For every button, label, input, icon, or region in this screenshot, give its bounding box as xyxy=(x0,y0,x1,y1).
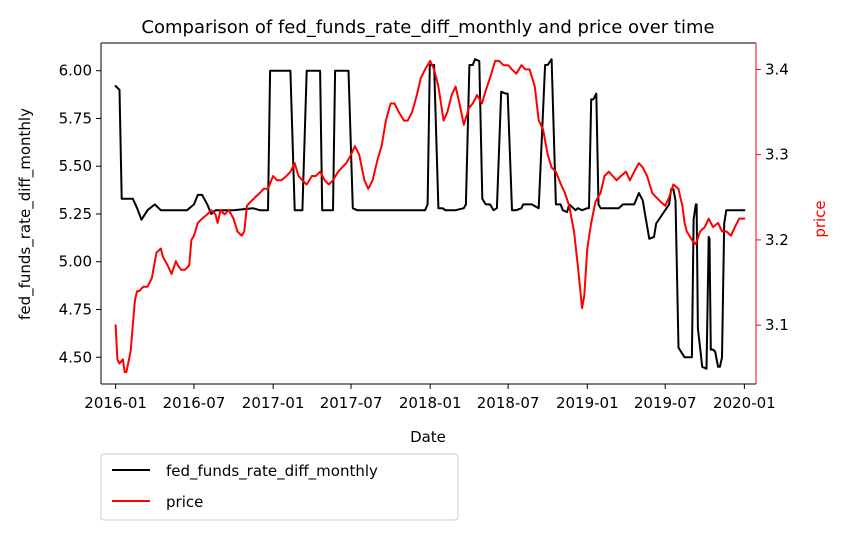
x-tick-label: 2016-07 xyxy=(163,394,226,412)
x-tick-label: 2020-01 xyxy=(713,394,776,412)
legend: fed_funds_rate_diff_monthly price xyxy=(100,453,459,521)
right-y-tick-label: 3.4 xyxy=(765,60,789,78)
x-tick-label: 2018-01 xyxy=(399,394,462,412)
legend-label-price: price xyxy=(166,493,203,511)
left-y-tick-label: 5.25 xyxy=(59,205,92,223)
x-tick-label: 2019-01 xyxy=(556,394,619,412)
series-fed-funds-rate-line-group xyxy=(114,58,746,370)
x-tick-label: 2019-07 xyxy=(634,394,697,412)
plot-area xyxy=(114,58,746,374)
left-y-axis-title: fed_funds_rate_diff_monthly xyxy=(16,108,35,320)
left-y-tick-label: 4.50 xyxy=(59,348,92,366)
left-y-tick-label: 5.50 xyxy=(59,157,92,175)
left-y-tick-label: 4.75 xyxy=(59,300,92,318)
left-y-axis-ticks: 4.50 4.75 5.00 5.25 5.50 5.75 6.00 xyxy=(59,62,101,366)
right-y-tick-label: 3.2 xyxy=(765,231,789,249)
series-price-line-group xyxy=(114,59,746,374)
x-tick-label: 2018-07 xyxy=(477,394,540,412)
left-y-tick-label: 6.00 xyxy=(59,62,92,80)
right-y-tick-label: 3.3 xyxy=(765,146,789,164)
left-y-tick-label: 5.75 xyxy=(59,109,92,127)
right-y-tick-label: 3.1 xyxy=(765,316,789,334)
x-tick-label: 2017-01 xyxy=(242,394,305,412)
chart-title: Comparison of fed_funds_rate_diff_monthl… xyxy=(141,17,714,38)
x-tick-label: 2016-01 xyxy=(84,394,147,412)
x-tick-label: 2017-07 xyxy=(320,394,383,412)
legend-label-fed-funds-rate: fed_funds_rate_diff_monthly xyxy=(166,462,378,481)
right-y-axis-ticks: 3.1 3.2 3.3 3.4 xyxy=(756,60,789,334)
series-price-line xyxy=(114,59,746,374)
legend-box xyxy=(100,453,459,521)
x-axis-title: Date xyxy=(410,428,446,446)
left-y-tick-label: 5.00 xyxy=(59,253,92,271)
right-y-axis-title: price xyxy=(811,200,829,237)
x-axis-ticks: 2016-01 2016-07 2017-01 2017-07 2018-01 2018-… xyxy=(84,384,776,412)
series-fed-funds-rate-line xyxy=(114,58,746,370)
